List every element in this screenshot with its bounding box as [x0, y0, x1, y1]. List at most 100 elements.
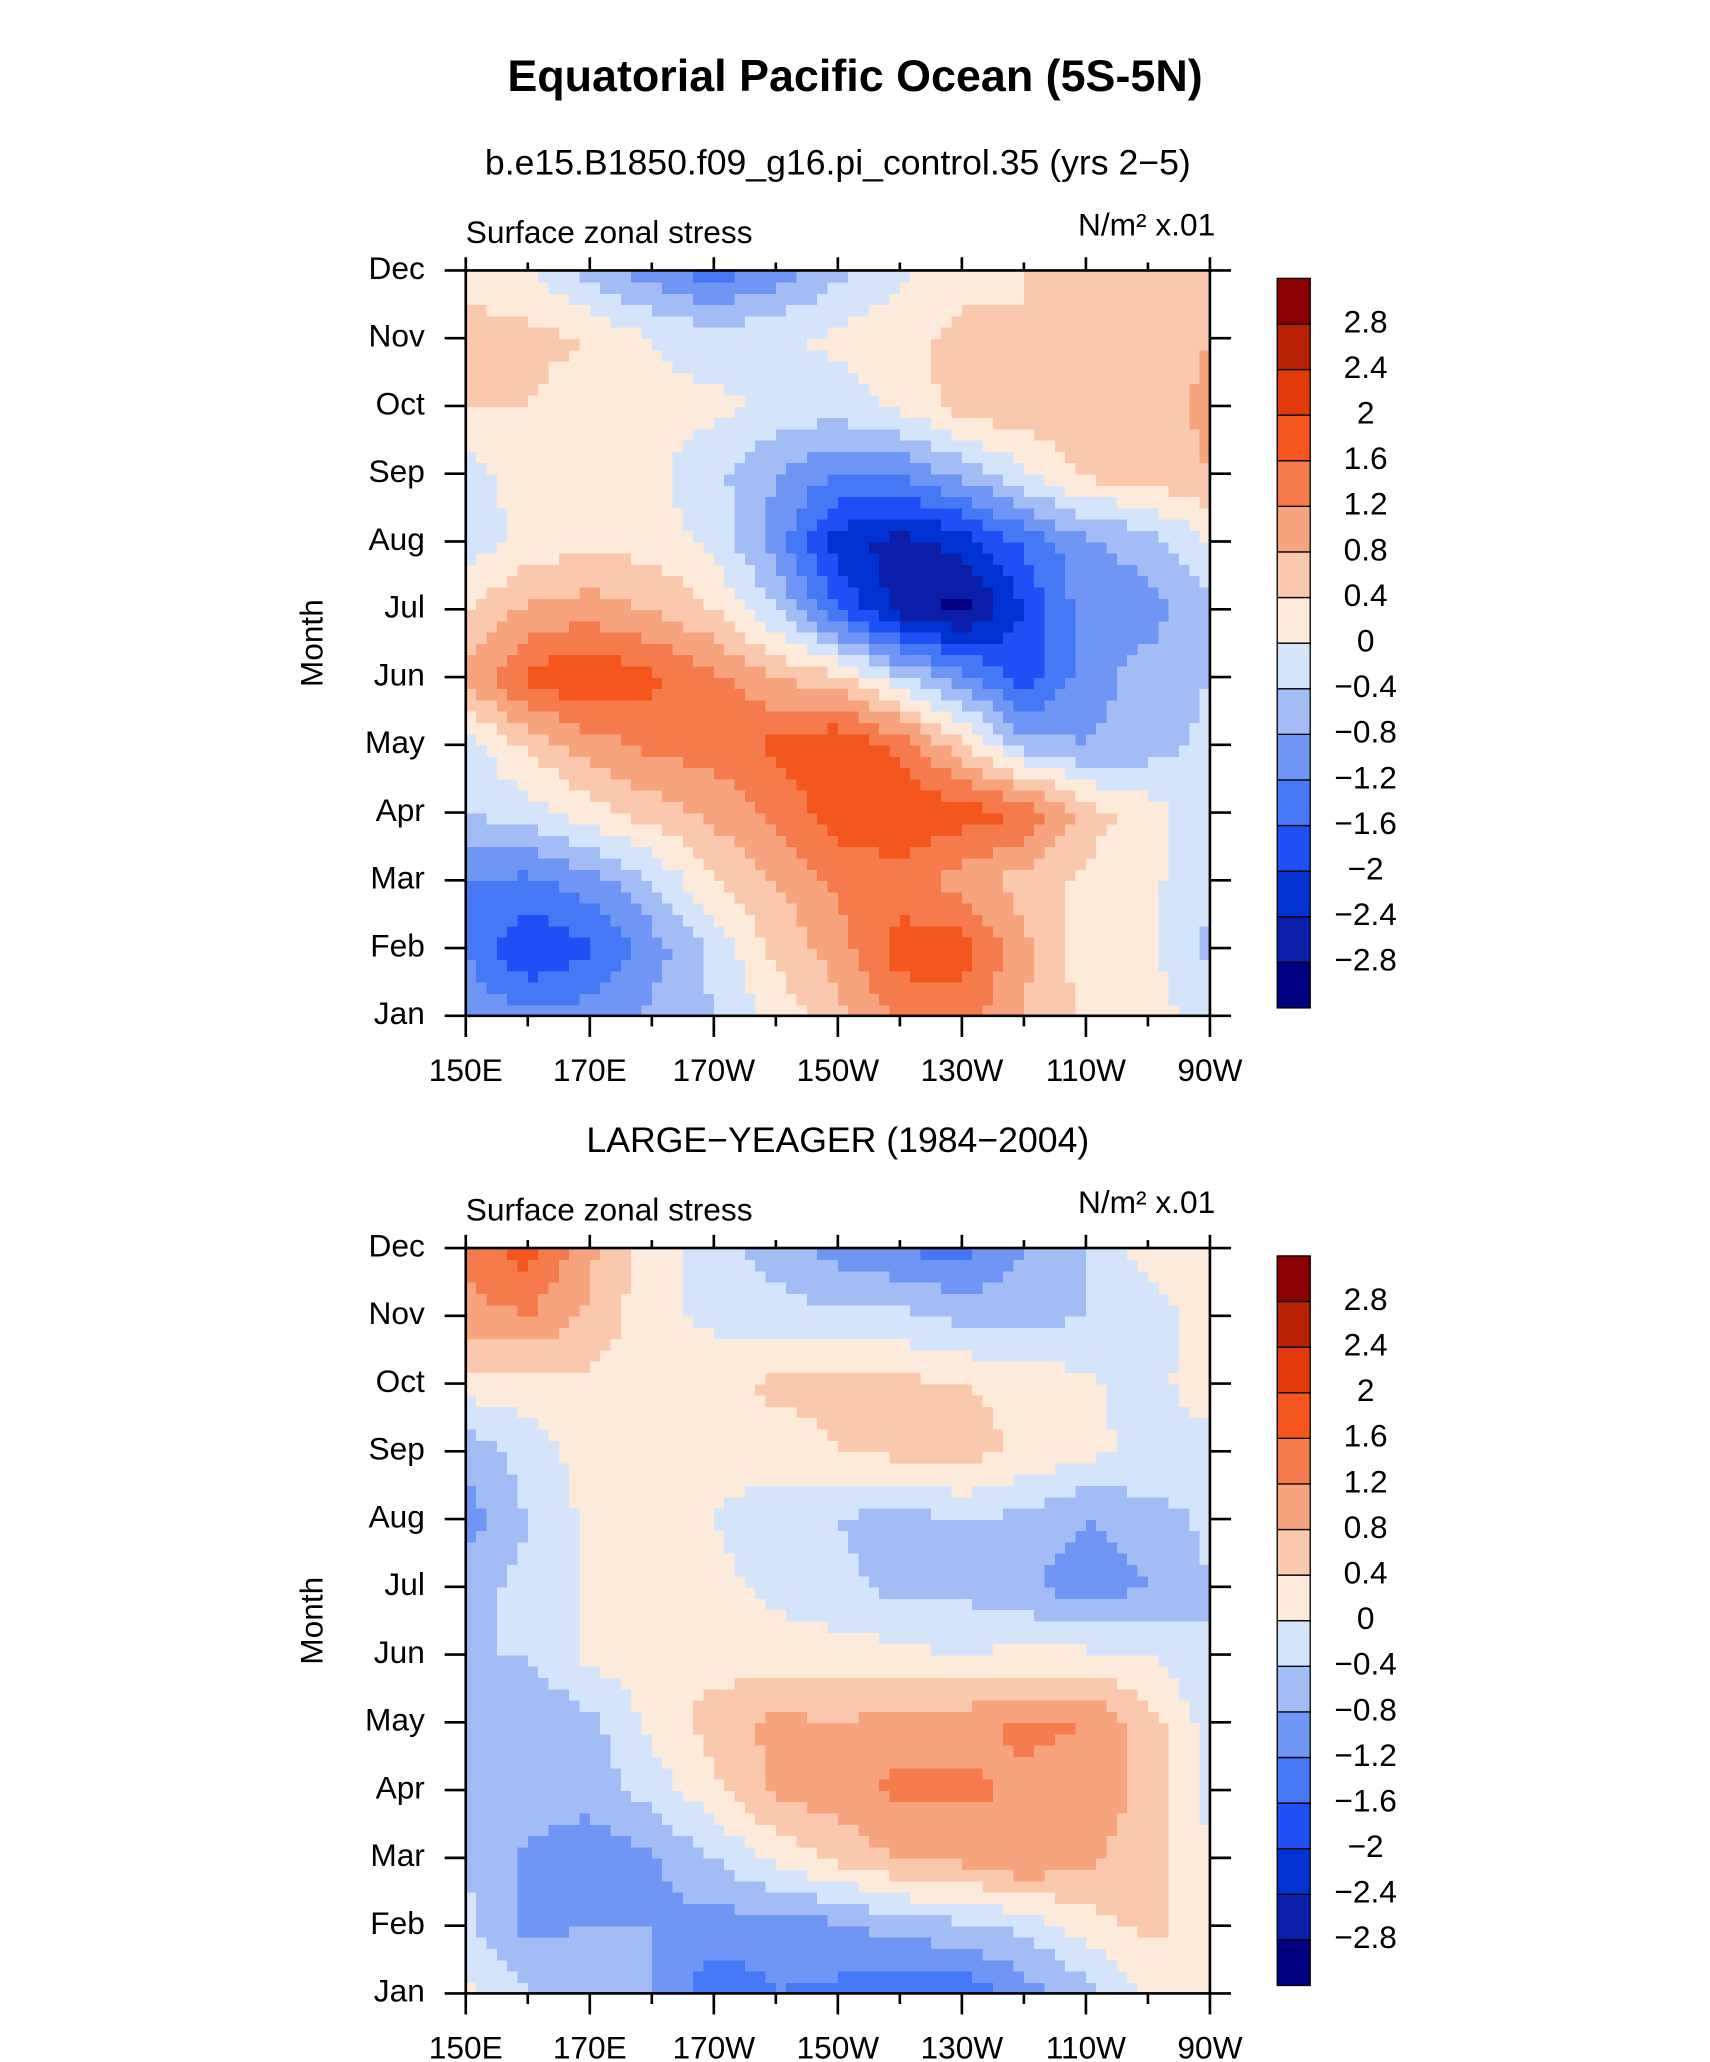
contour-cell: [558, 970, 570, 983]
contour-cell: [1013, 744, 1025, 757]
contour-cell: [899, 507, 911, 520]
contour-cell: [899, 405, 911, 419]
contour-cell: [992, 756, 1005, 769]
contour-cell: [1023, 439, 1036, 452]
contour-cell: [920, 552, 932, 565]
contour-cell: [920, 959, 932, 972]
contour-cell: [651, 631, 663, 644]
contour-cell: [1003, 451, 1015, 464]
contour-cell: [961, 891, 974, 904]
contour-cell: [1054, 281, 1067, 294]
contour-cell: [507, 936, 519, 949]
contour-cell: [589, 823, 601, 836]
contour-cell: [951, 902, 963, 915]
contour-cell: [713, 496, 725, 509]
contour-cell: [517, 372, 529, 385]
contour-cell: [641, 552, 653, 565]
contour-cell: [662, 304, 674, 317]
contour-cell: [1023, 880, 1036, 893]
contour-cell: [517, 485, 529, 498]
contour-cell: [1023, 744, 1036, 757]
contour-cell: [889, 756, 901, 769]
contour-cell: [1096, 1004, 1108, 1017]
contour-cell: [641, 857, 653, 870]
contour-cell: [496, 778, 508, 791]
contour-cell: [620, 710, 632, 723]
contour-cell: [1189, 575, 1201, 588]
contour-cell: [848, 507, 860, 520]
contour-cell: [879, 970, 891, 983]
contour-cell: [486, 925, 498, 938]
colorbar-label: 0.8: [1344, 531, 1388, 567]
contour-cell: [858, 631, 870, 644]
contour-cell: [486, 620, 498, 633]
contour-cell: [1116, 643, 1129, 656]
contour-cell: [1054, 315, 1067, 328]
contour-cell: [589, 360, 601, 373]
contour-cell: [610, 281, 622, 294]
contour-cell: [548, 451, 560, 464]
contour-cell: [610, 722, 622, 735]
contour-cell: [465, 778, 477, 791]
contour-cell: [1106, 326, 1118, 340]
contour-cell: [858, 914, 870, 927]
contour-cell: [486, 507, 498, 520]
contour-cell: [620, 631, 632, 644]
contour-cell: [1189, 801, 1201, 814]
contour-cell: [837, 1004, 849, 1017]
contour-cell: [972, 722, 984, 735]
contour-cell: [992, 631, 1005, 644]
contour-cell: [558, 518, 570, 531]
contour-cell: [496, 880, 508, 893]
contour-cell: [662, 575, 674, 588]
contour-cell: [662, 722, 674, 735]
contour-cell: [1085, 970, 1098, 983]
contour-cell: [538, 1959, 550, 1972]
contour-cell: [620, 575, 632, 588]
contour-cell: [496, 293, 508, 306]
contour-cell: [589, 507, 601, 520]
contour-cell: [848, 902, 860, 915]
contour-cell: [744, 744, 756, 757]
contour-cell: [817, 304, 829, 317]
contour-cell: [600, 1982, 612, 1995]
contour-cell: [651, 981, 663, 995]
contour-cell: [1054, 485, 1067, 498]
contour-cell: [889, 880, 901, 893]
contour-cell: [1137, 665, 1149, 678]
contour-cell: [1168, 315, 1180, 328]
contour-cell: [662, 383, 674, 396]
contour-cell: [1013, 315, 1025, 328]
contour-cell: [920, 823, 932, 836]
contour-cell: [579, 372, 591, 385]
contour-cell: [724, 744, 736, 757]
contour-cell: [1065, 880, 1077, 893]
contour-cell: [1127, 564, 1139, 577]
contour-cell: [1065, 925, 1077, 938]
contour-cell: [848, 654, 860, 667]
contour-cell: [1065, 722, 1077, 735]
contour-cell: [868, 744, 880, 757]
contour-cell: [1168, 665, 1180, 678]
contour-cell: [651, 801, 663, 814]
contour-cell: [1147, 733, 1160, 746]
contour-cell: [1013, 699, 1025, 712]
contour-cell: [806, 326, 818, 340]
contour-cell: [1096, 473, 1108, 486]
contour-cell: [899, 620, 911, 633]
contour-cell: [775, 281, 787, 294]
contour-cell: [992, 654, 1005, 667]
contour-cell: [1147, 293, 1160, 306]
contour-cell: [507, 1925, 519, 1938]
contour-cell: [889, 304, 901, 317]
contour-cell: [1096, 948, 1108, 961]
contour-cell: [992, 518, 1005, 531]
contour-cell: [1158, 326, 1170, 340]
contour-cell: [1137, 722, 1149, 735]
contour-cell: [1147, 270, 1160, 283]
contour-cell: [744, 756, 756, 769]
contour-cell: [1106, 688, 1118, 701]
contour-cell: [1199, 507, 1211, 520]
contour-cell: [961, 789, 974, 803]
contour-cell: [1178, 925, 1191, 938]
